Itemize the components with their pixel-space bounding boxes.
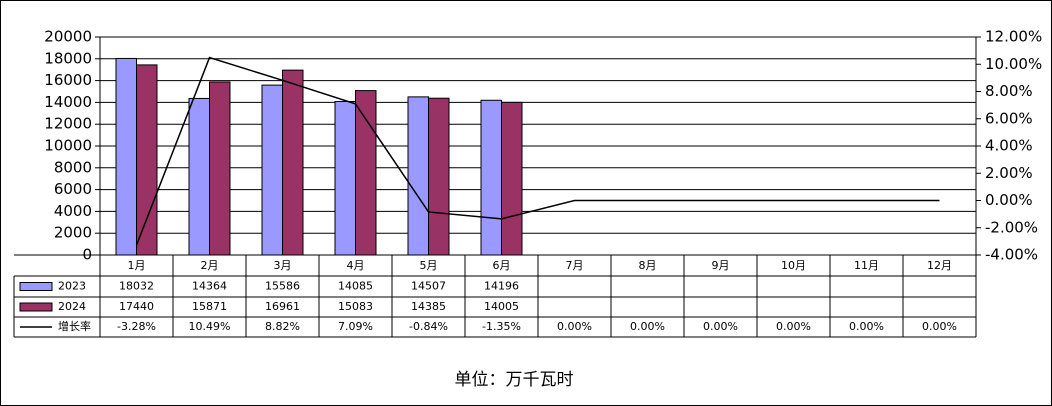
y2-tick-label: -4.00% bbox=[985, 246, 1038, 264]
bar bbox=[209, 81, 231, 256]
y-tick-label: 20000 bbox=[44, 28, 92, 46]
y2-tick-label: 8.00% bbox=[985, 82, 1033, 100]
legend-label: 2024 bbox=[58, 300, 86, 313]
bar bbox=[407, 96, 429, 256]
bar bbox=[334, 100, 356, 256]
legend-swatch bbox=[19, 302, 53, 312]
bar bbox=[501, 101, 523, 256]
table-value: -0.84% bbox=[409, 320, 448, 333]
x-tick-label: 12月 bbox=[927, 259, 952, 272]
bar bbox=[261, 84, 283, 256]
table-value: 14005 bbox=[484, 300, 519, 313]
bar bbox=[115, 57, 137, 256]
table-value: 8.82% bbox=[265, 320, 300, 333]
bar bbox=[428, 97, 450, 256]
y-tick-label: 8000 bbox=[54, 158, 92, 176]
x-tick-label: 2月 bbox=[201, 259, 219, 272]
table-value: -1.35% bbox=[482, 320, 521, 333]
table-value: 14364 bbox=[192, 280, 227, 293]
x-tick-label: 11月 bbox=[854, 259, 879, 272]
table-value: 10.49% bbox=[189, 320, 231, 333]
table-value: 14507 bbox=[411, 280, 446, 293]
table-value: 0.00% bbox=[557, 320, 592, 333]
y2-tick-label: 2.00% bbox=[985, 164, 1033, 182]
x-tick-label: 8月 bbox=[639, 259, 657, 272]
table-value: 15871 bbox=[192, 300, 227, 313]
table-value: 15586 bbox=[265, 280, 300, 293]
legend-label: 增长率 bbox=[58, 319, 91, 333]
table-value: 15083 bbox=[338, 300, 373, 313]
x-tick-label: 4月 bbox=[347, 259, 365, 272]
table-value: 18032 bbox=[119, 280, 154, 293]
y-tick-label: 2000 bbox=[54, 224, 92, 242]
y2-tick-label: 10.00% bbox=[985, 55, 1042, 73]
y2-tick-label: -2.00% bbox=[985, 218, 1038, 236]
table-value: 16961 bbox=[265, 300, 300, 313]
y-tick-label: 10000 bbox=[44, 137, 92, 155]
bar bbox=[355, 90, 377, 256]
x-tick-label: 10月 bbox=[781, 259, 806, 272]
y-tick-label: 4000 bbox=[54, 202, 92, 220]
legend-label: 2023 bbox=[58, 280, 86, 293]
table-value: 14085 bbox=[338, 280, 373, 293]
y2-tick-label: 4.00% bbox=[985, 137, 1033, 155]
table-value: 0.00% bbox=[630, 320, 665, 333]
x-tick-label: 1月 bbox=[128, 259, 146, 272]
table-value: 0.00% bbox=[703, 320, 738, 333]
table-value: 0.00% bbox=[776, 320, 811, 333]
x-tick-label: 7月 bbox=[566, 259, 584, 272]
y-tick-label: 6000 bbox=[54, 180, 92, 198]
y-tick-label: 18000 bbox=[44, 49, 92, 67]
bar bbox=[282, 69, 304, 256]
x-tick-label: 3月 bbox=[274, 259, 292, 272]
x-tick-label: 9月 bbox=[712, 259, 730, 272]
y2-tick-label: 0.00% bbox=[985, 191, 1033, 209]
table-value: 0.00% bbox=[922, 320, 957, 333]
bar bbox=[136, 64, 158, 256]
x-tick-label: 5月 bbox=[420, 259, 438, 272]
y2-tick-label: 6.00% bbox=[985, 109, 1033, 127]
bar bbox=[188, 97, 210, 256]
table-value: -3.28% bbox=[117, 320, 156, 333]
unit-note: 单位：万千瓦时 bbox=[455, 370, 574, 390]
line bbox=[135, 56, 940, 246]
bar bbox=[480, 99, 502, 256]
table-value: 17440 bbox=[119, 300, 154, 313]
y-tick-label: 14000 bbox=[44, 93, 92, 111]
table-value: 14385 bbox=[411, 300, 446, 313]
y-tick-label: 16000 bbox=[44, 71, 92, 89]
x-tick-label: 6月 bbox=[493, 259, 511, 272]
y-tick-label: 12000 bbox=[44, 115, 92, 133]
legend-swatch bbox=[19, 282, 53, 291]
y2-tick-label: 12.00% bbox=[985, 28, 1042, 46]
table-value: 14196 bbox=[484, 280, 519, 293]
table-value: 0.00% bbox=[849, 320, 884, 333]
table-value: 7.09% bbox=[338, 320, 373, 333]
